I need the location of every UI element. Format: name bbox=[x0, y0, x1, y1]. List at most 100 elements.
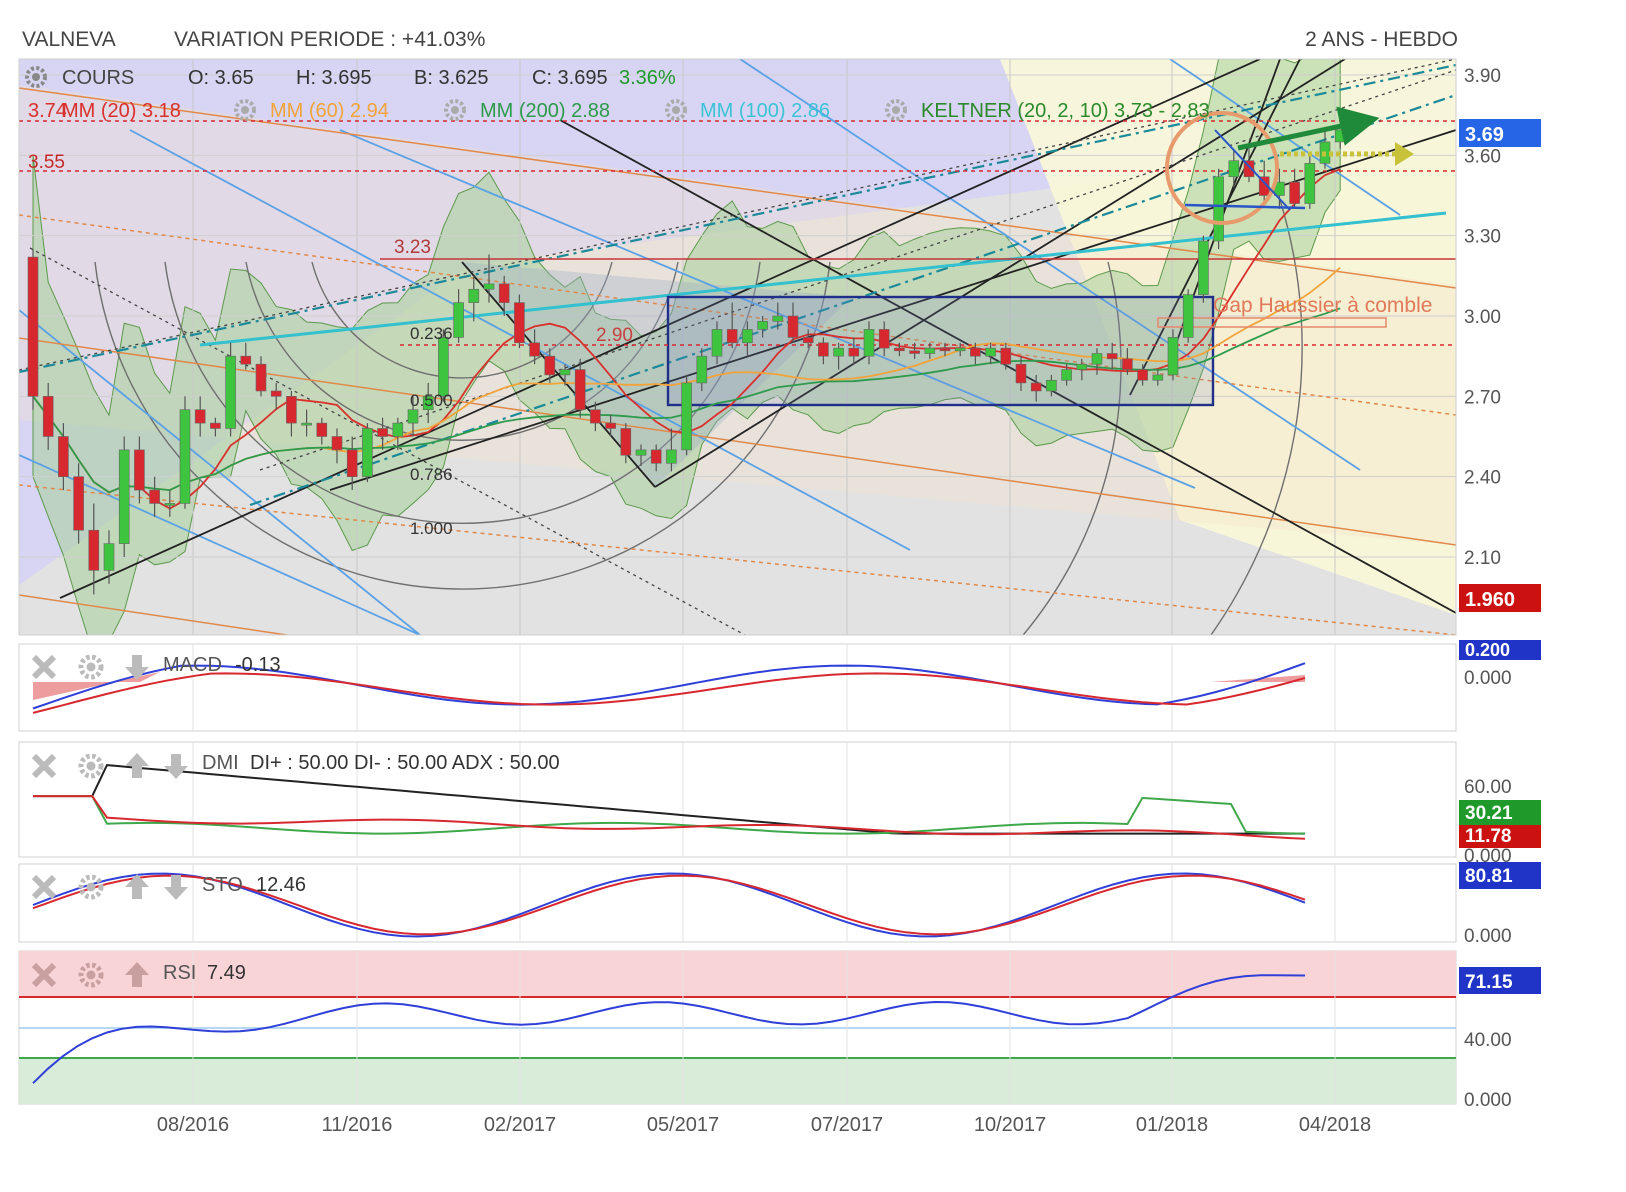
candle-body bbox=[772, 315, 784, 322]
candle-body bbox=[483, 283, 495, 290]
close-icon[interactable] bbox=[31, 753, 57, 779]
gear-icon[interactable] bbox=[25, 66, 47, 88]
candle-body bbox=[1137, 369, 1148, 381]
arrow-up-icon[interactable] bbox=[125, 962, 149, 987]
x-axis: 08/2016 11/2016 02/2017 05/2017 07/2017 10/20… bbox=[157, 1114, 1371, 1136]
cours-label: COURS bbox=[62, 67, 134, 89]
candle-body bbox=[681, 382, 692, 451]
candle-body bbox=[270, 390, 282, 397]
candle-body bbox=[1167, 337, 1179, 376]
gear-icon[interactable] bbox=[78, 654, 104, 680]
mm20-label: MM (20) 3.18 bbox=[62, 100, 181, 122]
gear-icon[interactable] bbox=[444, 99, 466, 121]
candle-body bbox=[58, 436, 69, 477]
candle-body bbox=[726, 329, 738, 344]
arrow-down-icon[interactable] bbox=[125, 655, 149, 680]
candle-body bbox=[848, 347, 860, 357]
fib-label-0500: 0.500 bbox=[410, 391, 453, 410]
level-label-290: 2.90 bbox=[596, 325, 633, 346]
candle-body bbox=[88, 529, 100, 571]
macd-badge-text: 0.200 bbox=[1465, 640, 1510, 660]
gear-icon[interactable] bbox=[234, 99, 256, 121]
x-tick-label: 11/2016 bbox=[322, 1114, 393, 1136]
gap-label: Gap Haussier à comble bbox=[1213, 294, 1432, 317]
macd-label: MACD bbox=[163, 654, 222, 676]
x-tick-label: 08/2016 bbox=[157, 1114, 229, 1136]
dmi-badge-red-text: 11.78 bbox=[1465, 826, 1512, 847]
blue-wedge bbox=[1214, 129, 1291, 211]
gear-icon[interactable] bbox=[78, 874, 104, 900]
candle-body bbox=[666, 449, 677, 464]
candle-body bbox=[331, 436, 343, 451]
gear-icon[interactable] bbox=[78, 753, 104, 779]
candle-body bbox=[1106, 353, 1118, 360]
close-icon[interactable] bbox=[31, 874, 57, 900]
candle-body bbox=[620, 428, 632, 456]
close-icon[interactable] bbox=[31, 962, 57, 988]
candle-body bbox=[818, 342, 829, 357]
rsi-axis-40: 40.00 bbox=[1464, 1030, 1512, 1051]
x-tick-label: 05/2017 bbox=[647, 1114, 719, 1136]
yellow-arrowhead bbox=[1395, 142, 1414, 166]
candle-body bbox=[802, 337, 814, 344]
x-tick-label: 07/2017 bbox=[811, 1114, 883, 1136]
macd-value: -0.13 bbox=[235, 654, 281, 676]
fib-label-1000: 1.000 bbox=[410, 519, 453, 538]
close-icon[interactable] bbox=[31, 654, 57, 680]
candle-body bbox=[1030, 382, 1042, 392]
legend-row-1: COURS O: 3.65 H: 3.695 B: 3.625 C: 3.695… bbox=[25, 66, 676, 89]
yellow-zone bbox=[1000, 59, 1456, 615]
price-tick-label: 2.70 bbox=[1464, 387, 1501, 408]
rsi-label: RSI bbox=[163, 962, 196, 984]
fib-label-0236: 0.236 bbox=[410, 324, 453, 343]
candle-body bbox=[118, 449, 130, 544]
dmi-axis-0: 0.000 bbox=[1464, 846, 1512, 867]
gear-icon[interactable] bbox=[885, 99, 907, 121]
gear-icon[interactable] bbox=[78, 962, 104, 988]
arrow-up-icon[interactable] bbox=[125, 874, 149, 899]
open-value: O: 3.65 bbox=[188, 67, 254, 89]
x-tick-label: 01/2018 bbox=[1136, 1114, 1208, 1136]
arrow-down-icon[interactable] bbox=[164, 754, 188, 779]
green-arrow bbox=[1237, 106, 1380, 151]
dmi-panel: DMI DI+ : 50.00 DI- : 50.00 ADX : 50.00 … bbox=[18, 741, 1541, 867]
horizontal-grid bbox=[19, 74, 1456, 558]
candle-body bbox=[210, 422, 221, 429]
mm60-label: MM (60) 2.94 bbox=[270, 100, 389, 122]
candle-body bbox=[1243, 160, 1255, 178]
candle-body bbox=[1076, 363, 1088, 370]
candle-body bbox=[635, 449, 647, 456]
level-label-355: 3.55 bbox=[28, 152, 65, 173]
dmi-values: DI+ : 50.00 DI- : 50.00 ADX : 50.00 bbox=[250, 752, 560, 774]
candle-body bbox=[240, 355, 252, 365]
arrow-up-icon[interactable] bbox=[125, 753, 149, 778]
candle-body bbox=[605, 422, 616, 429]
price-badge-low: 1.960 bbox=[1459, 584, 1541, 612]
macd-axis-zero: 0.000 bbox=[1464, 668, 1512, 689]
macd-panel: MACD -0.13 0.000 0.200 bbox=[18, 640, 1541, 732]
candle-body bbox=[1304, 163, 1316, 204]
price-badge-last: 3.69 bbox=[1459, 119, 1541, 147]
close-value: C: 3.695 bbox=[532, 67, 608, 89]
dotted-trendlines bbox=[19, 59, 1456, 635]
arrow-down-icon[interactable] bbox=[164, 875, 188, 900]
price-badge-low-text: 1.960 bbox=[1465, 589, 1515, 611]
candle-body bbox=[894, 347, 905, 352]
candle-body bbox=[559, 369, 571, 376]
gear-icon[interactable] bbox=[665, 99, 687, 121]
blue-neckline bbox=[1184, 203, 1306, 210]
sto-badge-text: 80.81 bbox=[1465, 866, 1513, 887]
candle-body bbox=[316, 422, 328, 437]
candle-body bbox=[1289, 181, 1300, 204]
keltner-label: KELTNER (20, 2, 10) 3.73 - 2.83 bbox=[921, 100, 1210, 122]
candle-body bbox=[362, 428, 373, 477]
candle-body bbox=[1152, 374, 1164, 381]
candles bbox=[27, 128, 1346, 595]
low-value: B: 3.625 bbox=[414, 67, 489, 89]
candle-body bbox=[650, 449, 662, 464]
candle-body bbox=[255, 363, 267, 392]
sto-label: STO bbox=[202, 874, 243, 896]
variation-text: VARIATION PERIODE : +41.03% bbox=[174, 28, 486, 51]
candle-body bbox=[863, 329, 875, 357]
